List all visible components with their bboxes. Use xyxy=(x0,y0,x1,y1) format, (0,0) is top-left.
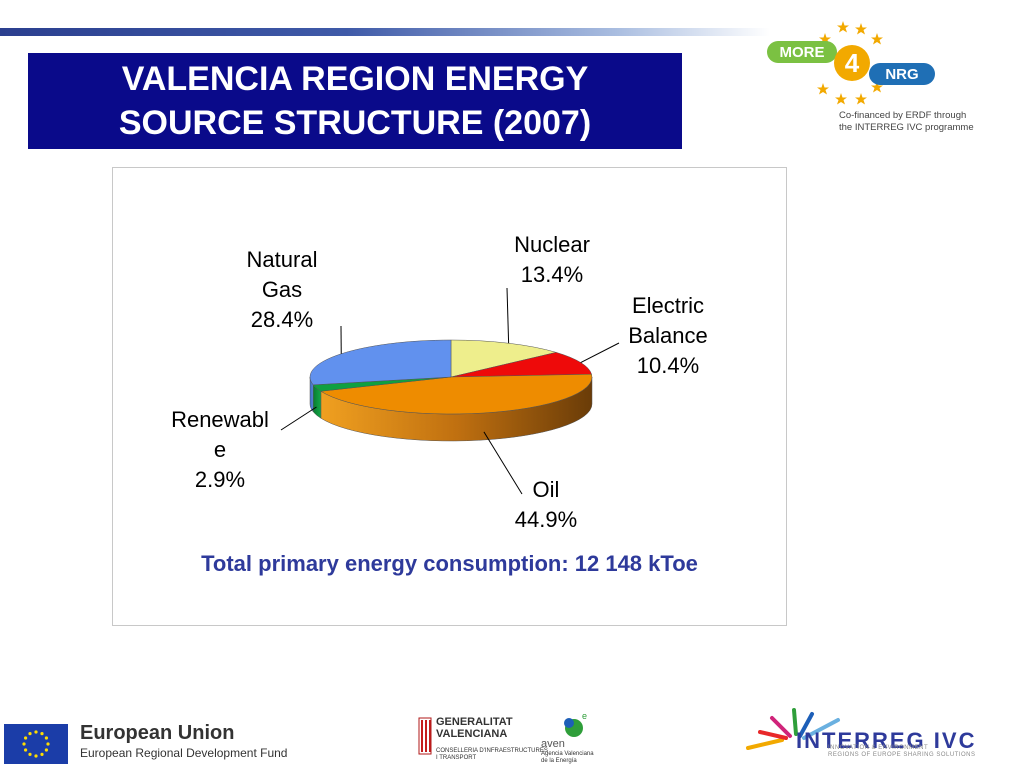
interreg-title: INTERREG IVC xyxy=(796,728,977,753)
interreg-sub-2: REGIONS OF EUROPE SHARING SOLUTIONS xyxy=(828,752,976,758)
label-renewable-value: 2.9% xyxy=(194,467,246,492)
chart-frame: Nuclear 13.4% Electric Balance 10.4% Oil… xyxy=(112,167,787,626)
label-nuclear-value: 13.4% xyxy=(520,262,584,287)
label-oil-value: 44.9% xyxy=(514,507,578,532)
leader-line-oil xyxy=(483,431,523,495)
cofinanced-text: Co-financed by ERDF through the INTERREG… xyxy=(839,110,974,134)
label-gas-value: 28.4% xyxy=(250,307,314,332)
nrg-word: NRG xyxy=(885,66,918,83)
aven-logo-icon: e xyxy=(564,711,587,737)
aven-sub-1: Agencia Valenciana xyxy=(541,751,594,757)
generalitat-crest-icon xyxy=(418,717,432,755)
leader-line-electric-balance xyxy=(580,342,620,363)
gv-line-1: GENERALITAT xyxy=(436,716,513,728)
label-renewable: Renewabl e 2.9% xyxy=(153,405,287,495)
star-ring-icon xyxy=(817,21,883,105)
gv-sub-1: CONSELLERIA D'INFRAESTRUCTURES xyxy=(436,748,548,754)
label-nuclear-name: Nuclear xyxy=(514,232,590,257)
nrg-pill xyxy=(869,63,935,85)
label-gas-name-2: Gas xyxy=(261,277,303,302)
pie-slice-nuclear xyxy=(450,339,558,378)
label-natural-gas: Natural Gas 28.4% xyxy=(215,245,349,335)
gv-sub-2: I TRANSPORT xyxy=(436,755,477,761)
pie-slice-electric-balance xyxy=(450,352,592,378)
label-renewable-name-1: Renewabl xyxy=(171,407,269,432)
label-nuclear: Nuclear 13.4% xyxy=(485,230,619,290)
title-line-1: VALENCIA REGION ENERGY xyxy=(121,60,589,98)
eu-flag-icon xyxy=(4,724,68,764)
interreg-sub-1: INNOVATION & ENVIRONMENT xyxy=(828,745,929,751)
aven-sub-2: de la Energía xyxy=(541,758,577,764)
aven-superscript: e xyxy=(582,711,587,721)
more-word: MORE xyxy=(780,44,825,61)
leader-line-renewable xyxy=(280,406,317,431)
title-line-2: SOURCE STRUCTURE (2007) xyxy=(118,104,592,142)
top-accent-rule xyxy=(0,28,770,36)
leader-line-nuclear xyxy=(506,287,510,344)
pie-chart xyxy=(280,287,620,495)
more-pill xyxy=(767,41,837,63)
label-electric-name-1: Electric xyxy=(631,293,705,318)
more4nrg-logo: MORE 4 NRG xyxy=(767,21,935,105)
orange-circle xyxy=(834,45,870,81)
slide-title: VALENCIA REGION ENERGY SOURCE STRUCTURE … xyxy=(28,53,682,149)
generalitat-name: GENERALITAT VALENCIANA xyxy=(436,716,513,740)
aven-subtitle: Agencia Valenciana de la Energía xyxy=(541,751,594,765)
cofinanced-line-2: the INTERREG IVC programme xyxy=(839,122,974,133)
label-electric-name-2: Balance xyxy=(628,323,708,348)
interreg-subtitle: INNOVATION & ENVIRONMENT REGIONS OF EURO… xyxy=(828,745,976,759)
pie-slice-natural-gas xyxy=(309,339,452,386)
eu-title: European Union xyxy=(80,722,235,744)
cofinanced-line-1: Co-financed by ERDF through xyxy=(839,110,967,121)
total-consumption-note: Total primary energy consumption: 12 148… xyxy=(201,551,698,576)
eu-subtitle: European Regional Development Fund xyxy=(80,746,288,760)
interreg-burst-icon xyxy=(746,708,840,750)
aven-name: aven xyxy=(541,738,565,750)
label-gas-name-1: Natural xyxy=(246,247,318,272)
leader-lines xyxy=(280,287,620,495)
four-digit: 4 xyxy=(845,48,860,78)
generalitat-department: CONSELLERIA D'INFRAESTRUCTURES I TRANSPO… xyxy=(436,748,548,762)
label-oil-name: Oil xyxy=(532,477,560,502)
label-renewable-name-2: e xyxy=(213,437,227,462)
gv-line-2: VALENCIANA xyxy=(436,728,508,740)
label-electric-balance: Electric Balance 10.4% xyxy=(601,291,735,381)
pie-slices xyxy=(309,339,593,415)
pie-slice-oil xyxy=(320,373,593,415)
label-oil: Oil 44.9% xyxy=(479,475,613,535)
label-electric-value: 10.4% xyxy=(636,353,700,378)
